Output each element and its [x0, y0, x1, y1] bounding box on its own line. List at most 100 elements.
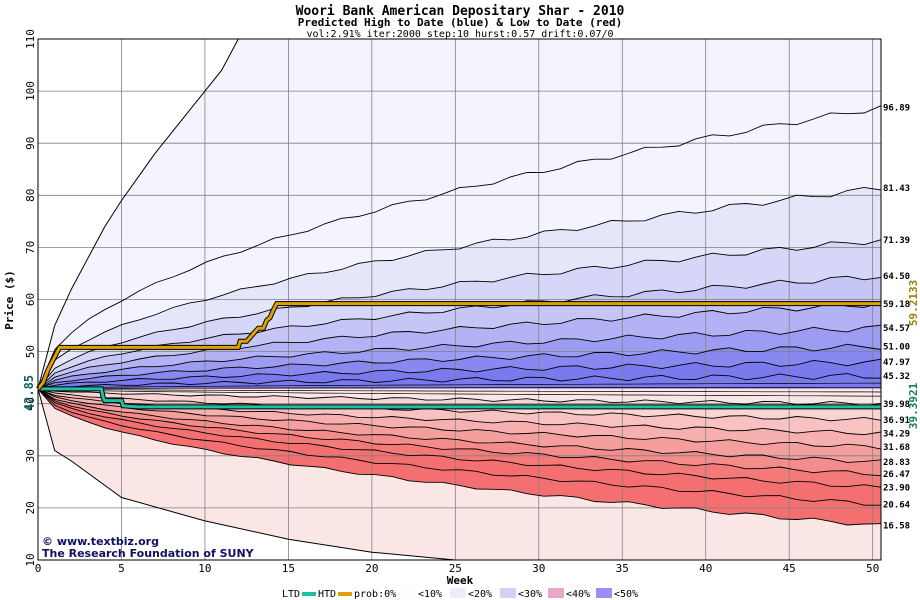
percentile-line — [37, 388, 882, 407]
end-value-label: 26.47 — [883, 470, 910, 480]
percentile-line — [37, 275, 882, 390]
percentile-line — [37, 324, 882, 390]
percentile-line — [37, 388, 882, 526]
percentile-line — [37, 388, 882, 488]
start-price-label: 42.85 — [22, 375, 36, 411]
y-tick-labels: 10 20 30 40 50 60 70 80 90 100 110 — [24, 29, 37, 567]
legend-swatch-2 — [500, 588, 516, 598]
low-to-date-label: 39.3921 — [907, 382, 920, 429]
end-value-label: 47.97 — [883, 358, 910, 368]
end-value-label: 71.39 — [883, 236, 910, 246]
series-lines — [36, 38, 882, 561]
end-value-label: 45.32 — [883, 372, 910, 382]
legend-item-0: <10% — [418, 589, 442, 600]
x-tick-label: 20 — [365, 562, 378, 575]
high-to-date-line — [36, 302, 881, 390]
percentile-line — [37, 186, 882, 390]
percentile-line-center — [37, 382, 882, 390]
legend-swatch-1 — [450, 588, 466, 598]
x-tick-label: 10 — [198, 562, 211, 575]
y-tick-label: 30 — [24, 449, 37, 462]
plot-frame — [37, 38, 882, 561]
credit-line2: The Research Foundation of SUNY — [42, 547, 255, 560]
percentile-line — [37, 343, 882, 390]
percentile-line — [37, 373, 882, 390]
end-value-label: 28.83 — [883, 458, 910, 468]
end-value-label: 96.89 — [883, 103, 910, 113]
end-value-label: 59.18 — [883, 300, 910, 310]
legend-htd: HTD — [318, 589, 336, 600]
lower-envelope-line — [37, 388, 456, 561]
chart-params: vol:2.91% iter:2000 step:10 hurst:0.57 d… — [306, 29, 613, 40]
legend-item-2: <30% — [518, 589, 542, 600]
y-tick-label: 60 — [24, 293, 37, 306]
end-value-label: 54.57 — [883, 324, 910, 334]
legend-swatch-3 — [548, 588, 564, 598]
y-tick-label: 20 — [24, 501, 37, 514]
x-tick-label: 50 — [866, 562, 879, 575]
x-tick-labels: 0 5 10 15 20 25 30 35 40 45 50 — [35, 562, 880, 575]
percentile-line — [37, 388, 882, 450]
x-axis-label: Week — [447, 574, 474, 587]
end-value-label: 23.90 — [883, 484, 910, 494]
end-value-label: 20.64 — [883, 501, 911, 511]
x-tick-label: 25 — [449, 562, 462, 575]
end-value-labels: 96.89 81.43 71.39 64.50 59.18 54.57 51.00 47.97… — [883, 103, 911, 531]
y-tick-label: 110 — [24, 29, 37, 49]
end-value-label: 31.68 — [883, 443, 910, 453]
percentile-line-center — [37, 386, 881, 390]
percentile-line — [37, 388, 882, 477]
grid — [38, 38, 881, 561]
y-tick-label: 40 — [24, 397, 37, 410]
x-tick-label: 5 — [118, 562, 125, 575]
percentile-line — [37, 239, 882, 390]
band-red-0 — [38, 388, 881, 406]
upper-envelope-line — [37, 38, 239, 390]
chart-subtitle: Predicted High to Date (blue) & Low to D… — [298, 16, 623, 29]
y-axis-label: Price ($) — [3, 270, 16, 330]
y-tick-label: 50 — [24, 345, 37, 358]
y-tick-label: 90 — [24, 137, 37, 150]
legend-item-3: <40% — [566, 589, 590, 600]
percentile-line — [37, 301, 882, 390]
legend-swatch-0 — [400, 588, 414, 598]
percentile-line — [37, 105, 882, 390]
end-value-label: 34.29 — [883, 429, 910, 439]
y-tick-label: 100 — [24, 81, 37, 101]
x-tick-label: 30 — [532, 562, 545, 575]
x-tick-label: 40 — [699, 562, 712, 575]
percentile-line — [37, 388, 881, 506]
legend-swatch-4 — [596, 588, 612, 598]
end-value-label: 16.58 — [883, 522, 910, 532]
credit-site: www.textbiz.org — [57, 535, 159, 548]
percentile-line — [37, 358, 882, 390]
end-value-label: 39.98 — [883, 400, 910, 410]
end-value-label: 36.91 — [883, 416, 910, 426]
y-tick-label: 10 — [24, 553, 37, 566]
x-tick-label: 0 — [35, 562, 42, 575]
chart-title: Woori Bank American Depositary Shar - 20… — [296, 4, 625, 19]
legend: LTD HTD prob:0% <10% <20% <30% <40% <50% — [282, 588, 638, 600]
high-to-date-label: 59.2133 — [907, 280, 920, 326]
percentile-line-center — [37, 388, 882, 393]
x-tick-label: 15 — [282, 562, 295, 575]
end-value-label: 64.50 — [883, 272, 910, 282]
credit-line1: © www.textbiz.org — [42, 535, 159, 548]
legend-prob: prob:0% — [354, 589, 396, 600]
percentile-line — [37, 388, 882, 463]
x-tick-label: 45 — [783, 562, 796, 575]
y-tick-label: 80 — [24, 189, 37, 202]
percentile-line — [37, 388, 882, 422]
legend-ltd-swatch — [302, 592, 316, 596]
legend-htd-swatch — [338, 592, 352, 596]
end-value-label: 81.43 — [883, 184, 910, 194]
low-to-date-line — [38, 387, 881, 409]
legend-ltd: LTD — [282, 589, 300, 600]
end-value-label: 51.00 — [883, 342, 910, 352]
legend-item-4: <50% — [614, 589, 638, 600]
y-tick-label: 70 — [24, 241, 37, 254]
percentile-line-center — [37, 388, 881, 397]
legend-item-1: <20% — [468, 589, 492, 600]
x-tick-label: 35 — [616, 562, 629, 575]
